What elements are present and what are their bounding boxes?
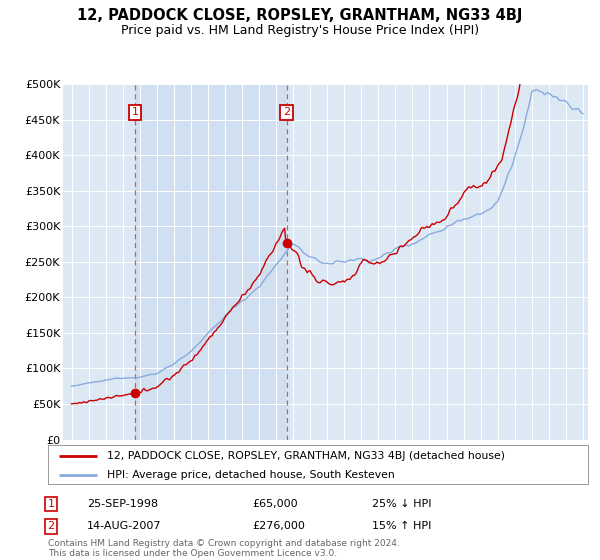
Text: Price paid vs. HM Land Registry's House Price Index (HPI): Price paid vs. HM Land Registry's House …	[121, 24, 479, 36]
Text: £276,000: £276,000	[252, 521, 305, 531]
Text: 12, PADDOCK CLOSE, ROPSLEY, GRANTHAM, NG33 4BJ (detached house): 12, PADDOCK CLOSE, ROPSLEY, GRANTHAM, NG…	[107, 451, 505, 461]
Bar	[135, 84, 287, 440]
Text: £65,000: £65,000	[252, 499, 298, 509]
Text: 2: 2	[283, 108, 290, 118]
Text: 1: 1	[131, 108, 139, 118]
Text: 2: 2	[47, 521, 55, 531]
Text: 14-AUG-2007: 14-AUG-2007	[87, 521, 161, 531]
Text: HPI: Average price, detached house, South Kesteven: HPI: Average price, detached house, Sout…	[107, 470, 395, 479]
Text: 25% ↓ HPI: 25% ↓ HPI	[372, 499, 431, 509]
Text: 12, PADDOCK CLOSE, ROPSLEY, GRANTHAM, NG33 4BJ: 12, PADDOCK CLOSE, ROPSLEY, GRANTHAM, NG…	[77, 8, 523, 24]
Text: 1: 1	[47, 499, 55, 509]
Text: 15% ↑ HPI: 15% ↑ HPI	[372, 521, 431, 531]
Text: 25-SEP-1998: 25-SEP-1998	[87, 499, 158, 509]
Text: Contains HM Land Registry data © Crown copyright and database right 2024.
This d: Contains HM Land Registry data © Crown c…	[48, 539, 400, 558]
